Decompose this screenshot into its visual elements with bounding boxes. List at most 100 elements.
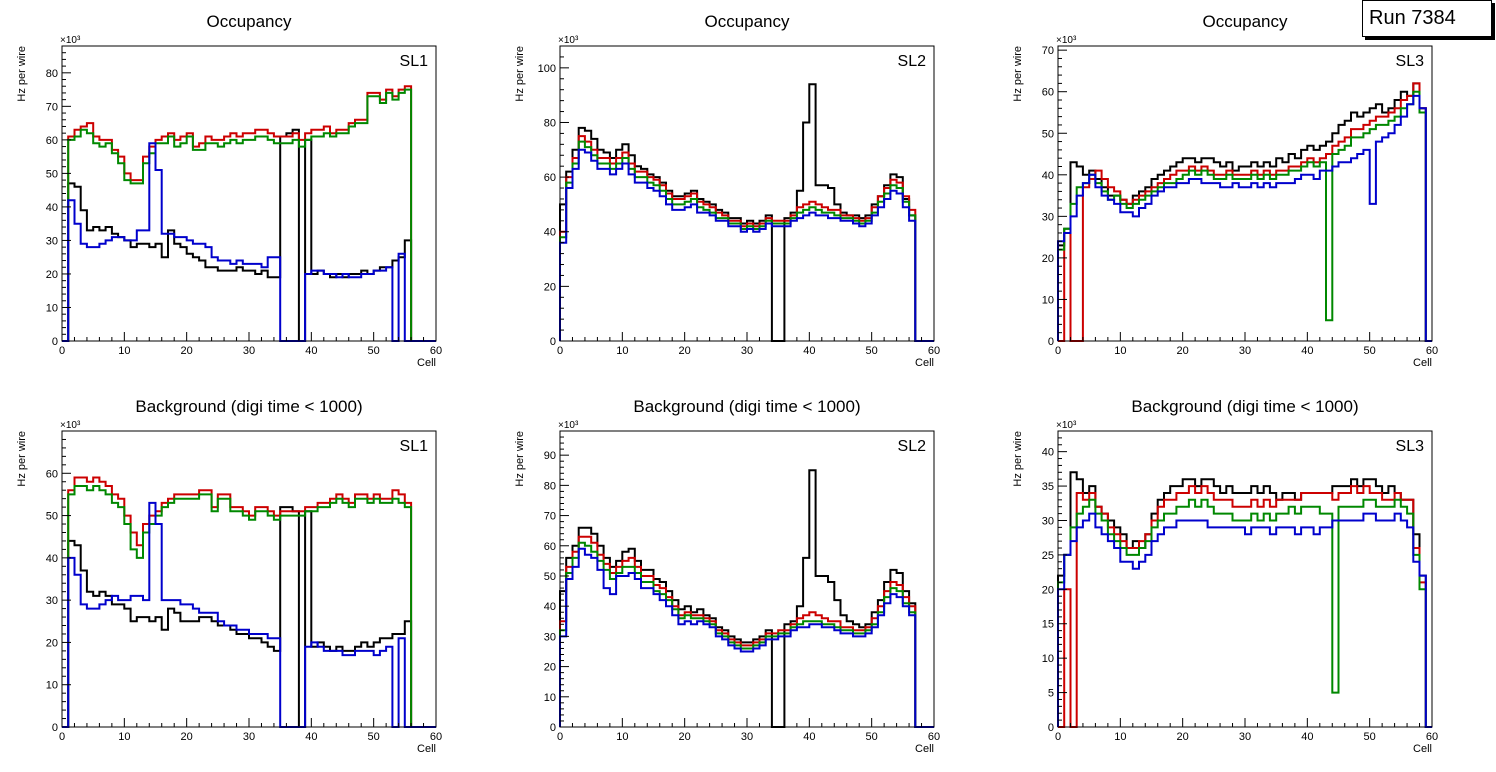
x-tick-label: 30: [243, 345, 255, 357]
series-line-green: [559, 140, 934, 342]
x-tick-label: 50: [1364, 345, 1376, 357]
y-exponent-label: ×10³: [1056, 420, 1077, 431]
superlayer-label: SL1: [400, 438, 429, 455]
x-tick-label: 60: [928, 345, 940, 357]
y-tick-label: 30: [1042, 515, 1054, 527]
y-tick-label: 40: [46, 553, 58, 565]
x-tick-label: 60: [1426, 731, 1438, 743]
series-line-green: [62, 88, 436, 342]
y-tick-label: 90: [544, 450, 556, 462]
series-line-black: [62, 506, 436, 728]
series-line-green: [62, 485, 436, 728]
panel-title: Background (digi time < 1000): [633, 397, 860, 416]
run-label-box: Run 7384: [1362, 0, 1492, 37]
y-tick-label: 70: [544, 511, 556, 523]
x-tick-label: 10: [118, 345, 130, 357]
x-tick-label: 0: [1055, 731, 1061, 743]
y-exponent-label: ×10³: [558, 35, 579, 46]
y-exponent-label: ×10³: [60, 420, 81, 431]
series-line-blue: [559, 547, 934, 728]
x-tick-label: 60: [430, 731, 442, 743]
x-tick-label: 40: [305, 731, 317, 743]
histogram-panel-2: Occupancy 0 10 20 30 40 50 60 0 20 40 60 80 100 ×10³ Ce…: [514, 12, 940, 369]
x-axis-title: Cell: [1413, 743, 1432, 755]
x-tick-label: 50: [866, 345, 878, 357]
x-tick-label: 60: [1426, 345, 1438, 357]
series-line-green: [1057, 90, 1432, 342]
y-tick-label: 0: [550, 722, 556, 734]
x-tick-label: 30: [1239, 345, 1251, 357]
series-line-blue: [62, 501, 436, 728]
y-tick-label: 40: [544, 601, 556, 613]
histogram-panel-3: Occupancy 0 10 20 30 40 50 60 0 10 20 30 40 50 60 70×10…: [1012, 12, 1438, 369]
x-tick-label: 40: [1301, 731, 1313, 743]
x-axis-title: Cell: [1413, 357, 1432, 369]
y-tick-label: 50: [544, 571, 556, 583]
x-tick-label: 0: [557, 345, 563, 357]
y-axis-title: Hz per wire: [16, 431, 28, 487]
y-tick-label: 40: [544, 227, 556, 239]
x-tick-label: 30: [1239, 731, 1251, 743]
y-axis-title: Hz per wire: [1012, 46, 1024, 102]
plot-frame: [61, 45, 437, 342]
y-tick-label: 50: [46, 511, 58, 523]
run-label: Run 7384: [1369, 7, 1456, 29]
y-tick-label: 100: [538, 63, 556, 75]
x-axis-title: Cell: [915, 743, 934, 755]
y-tick-label: 70: [1042, 45, 1054, 57]
x-tick-label: 10: [1114, 731, 1126, 743]
series-line-red: [559, 535, 934, 728]
histogram-panel-4: Background (digi time < 1000) 0 10 20 30 40 50…: [16, 397, 442, 755]
x-tick-label: 50: [368, 345, 380, 357]
series-line-red: [1058, 485, 1432, 728]
series-line-blue: [62, 142, 436, 342]
y-tick-label: 80: [46, 68, 58, 80]
superlayer-label: SL3: [1396, 438, 1425, 455]
y-tick-label: 20: [544, 662, 556, 674]
x-tick-label: 20: [1177, 345, 1189, 357]
y-tick-label: 0: [1048, 722, 1054, 734]
y-tick-label: 25: [1042, 550, 1054, 562]
series-line-blue: [559, 148, 934, 342]
series-line-blue: [1057, 512, 1432, 728]
y-tick-label: 35: [1042, 481, 1054, 493]
histogram-panel-6: Background (digi time < 1000)0 10 20 30 40 50…: [1012, 397, 1438, 755]
x-tick-label: 40: [803, 345, 815, 357]
y-tick-label: 20: [46, 637, 58, 649]
superlayer-label: SL2: [898, 53, 927, 70]
x-tick-label: 50: [368, 731, 380, 743]
series-line-black: [1057, 471, 1432, 728]
series-line-black: [559, 469, 934, 728]
x-tick-label: 60: [430, 345, 442, 357]
histogram-panel-1: Occupancy 0 10 20 30 40 50 60 0 10 20 30 40 50 60 70 80 ×…: [16, 12, 442, 369]
y-tick-label: 30: [46, 595, 58, 607]
panel-title: Occupancy: [1202, 12, 1288, 31]
x-tick-label: 40: [1301, 345, 1313, 357]
plot-frame: [61, 430, 437, 728]
y-tick-label: 20: [544, 281, 556, 293]
x-axis-title: Cell: [417, 743, 436, 755]
plot-frame: [559, 45, 935, 342]
y-tick-label: 50: [1042, 128, 1054, 140]
series-line-red: [62, 85, 436, 342]
x-tick-label: 20: [181, 731, 193, 743]
x-tick-label: 30: [243, 731, 255, 743]
series-line-black: [1057, 82, 1432, 342]
x-tick-label: 0: [59, 345, 65, 357]
y-tick-label: 50: [46, 168, 58, 180]
x-tick-label: 50: [1364, 731, 1376, 743]
y-exponent-label: ×10³: [558, 420, 579, 431]
y-tick-label: 30: [544, 631, 556, 643]
x-axis-title: Cell: [417, 357, 436, 369]
x-tick-label: 10: [616, 345, 628, 357]
panel-title: Occupancy: [206, 12, 292, 31]
panel-title: Background (digi time < 1000): [135, 397, 362, 416]
y-tick-label: 0: [52, 336, 58, 348]
y-tick-label: 10: [1042, 653, 1054, 665]
y-tick-label: 70: [46, 101, 58, 113]
y-tick-label: 20: [1042, 584, 1054, 596]
y-tick-label: 20: [46, 269, 58, 281]
series-line-red: [62, 476, 436, 728]
superlayer-label: SL1: [400, 53, 429, 70]
